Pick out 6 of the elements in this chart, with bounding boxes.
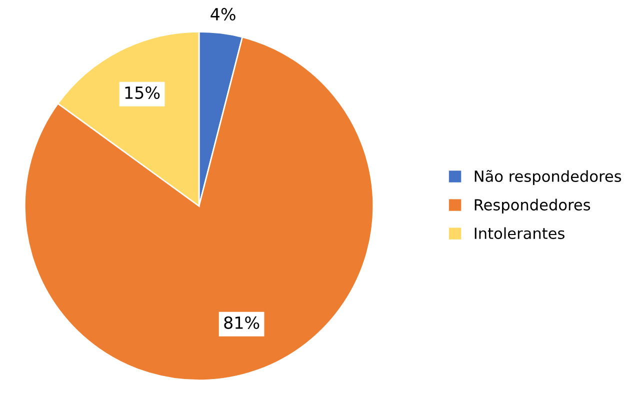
legend-label: Não respondedores — [474, 170, 622, 185]
data-label: 81% — [224, 316, 260, 329]
legend-label: Respondedores — [474, 198, 590, 214]
legend-label: Intolerantes — [474, 227, 564, 240]
data-label: 15% — [125, 86, 160, 99]
data-label: 4% — [210, 8, 236, 21]
